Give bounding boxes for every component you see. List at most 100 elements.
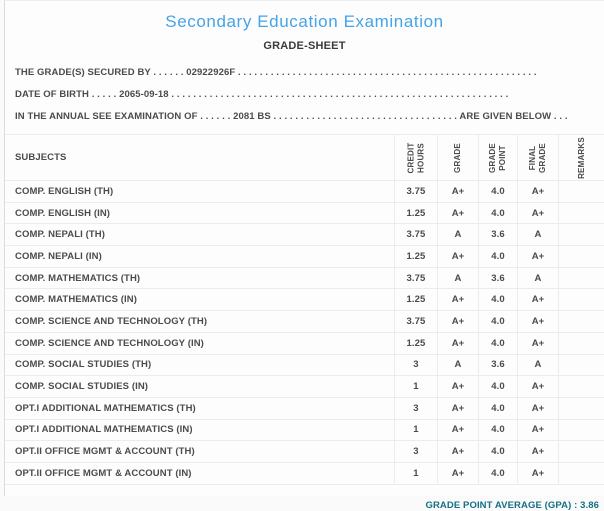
remarks-cell xyxy=(558,267,604,289)
table-row: COMP. ENGLISH (IN) 1.25 A+ 4.0 A+ xyxy=(5,202,604,225)
remarks-cell xyxy=(558,224,604,246)
remarks-cell xyxy=(558,332,604,354)
table-row: COMP. SCIENCE AND TECHNOLOGY (IN) 1.25 A+ 4… xyxy=(5,332,604,355)
table-row: COMP. NEPALI (TH) 3.75 A 3.6 A xyxy=(5,224,604,247)
subject-cell: OPT.II OFFICE MGMT & ACCOUNT (TH) xyxy=(15,446,195,458)
grade-cell: A xyxy=(437,267,478,289)
candidate-info-section: THE GRADE(S) SECURED BY . . . . . . 0292… xyxy=(15,62,594,128)
table-row: COMP. ENGLISH (TH) 3.75 A+ 4.0 A+ xyxy=(5,181,604,203)
credit-hours-cell: 3.75 xyxy=(394,267,437,289)
table-row: COMP. SOCIAL STUDIES (TH) 3 A 3.6 A xyxy=(5,354,604,377)
credit-hours-cell: 3 xyxy=(394,397,437,419)
table-row: OPT.I ADDITIONAL MATHEMATICS (IN) 1 A+ 4.0 A… xyxy=(5,419,604,442)
grade-cell: A+ xyxy=(437,332,478,354)
grade-point-cell: 4.0 xyxy=(478,246,517,267)
remarks-cell xyxy=(558,289,604,311)
subject-cell: OPT.II OFFICE MGMT & ACCOUNT (IN) xyxy=(15,467,192,479)
grade-sheet-page: Secondary Education Examination GRADE-SH… xyxy=(4,0,604,511)
gpa-value: 3.86 xyxy=(580,499,599,511)
grade-point-cell: 4.0 xyxy=(478,289,517,311)
info-line-grades-secured-by: THE GRADE(S) SECURED BY . . . . . . 0292… xyxy=(15,67,537,78)
grade-point-cell: 3.6 xyxy=(478,354,517,376)
column-header-final-grade: FINAL GRADE xyxy=(517,135,558,180)
grade-cell: A xyxy=(437,224,478,246)
grade-point-cell: 4.0 xyxy=(478,202,517,224)
table-row: COMP. MATHEMATICS (TH) 3.75 A 3.6 A xyxy=(5,267,604,290)
table-body: COMP. ENGLISH (TH) 3.75 A+ 4.0 A+ COMP. ENGLI… xyxy=(5,181,604,485)
table-row: COMP. SOCIAL STUDIES (IN) 1 A+ 4.0 A+ xyxy=(5,376,604,398)
gpa-summary: GRADE POINT AVERAGE (GPA) : 3.86 xyxy=(5,500,604,511)
final-grade-cell: A+ xyxy=(517,289,558,311)
subject-cell: COMP. ENGLISH (TH) xyxy=(15,185,114,197)
credit-hours-cell: 1.25 xyxy=(394,332,437,354)
grade-cell: A+ xyxy=(437,202,478,224)
column-header-grade-point: GRADE POINT xyxy=(478,135,517,180)
grade-point-cell: 4.0 xyxy=(478,332,517,354)
remarks-header-label: REMARKS xyxy=(576,136,586,179)
subject-cell: COMP. NEPALI (TH) xyxy=(15,229,106,241)
final-grade-cell: A+ xyxy=(517,311,558,332)
remarks-cell xyxy=(558,202,604,224)
final-grade-cell: A+ xyxy=(517,419,558,441)
column-header-credit-hours: CREDIT HOURS xyxy=(394,135,437,180)
credit-hours-cell: 3 xyxy=(394,354,437,376)
credit-hours-cell: 1.25 xyxy=(394,202,437,224)
final-grade-cell: A xyxy=(517,354,558,376)
final-grade-cell: A+ xyxy=(517,441,558,462)
table-header-row: SUBJECTS CREDIT HOURS GRADE GRADE POINT … xyxy=(5,135,604,181)
remarks-cell xyxy=(558,181,604,202)
grade-cell: A+ xyxy=(437,376,478,397)
credit-hours-cell: 1 xyxy=(394,376,437,397)
grade-cell: A+ xyxy=(437,181,478,202)
remarks-cell xyxy=(558,441,604,462)
grade-point-cell: 4.0 xyxy=(478,311,517,332)
table-row: COMP. SCIENCE AND TECHNOLOGY (TH) 3.75 A+ 4… xyxy=(5,311,604,333)
credit-hours-cell: 1 xyxy=(394,462,437,484)
page-title: Secondary Education Examination xyxy=(165,12,444,31)
credit-hours-cell: 1 xyxy=(394,419,437,441)
remarks-cell xyxy=(558,354,604,376)
final-grade-cell: A+ xyxy=(517,462,558,484)
final-grade-cell: A+ xyxy=(517,332,558,354)
table-row: OPT.II OFFICE MGMT & ACCOUNT (TH) 3 A+ 4.0 A… xyxy=(5,441,604,463)
credit-hours-cell: 3 xyxy=(394,441,437,462)
grade-cell: A+ xyxy=(437,246,478,267)
gpa-label: GRADE POINT AVERAGE (GPA) : xyxy=(425,499,578,511)
final-grade-cell: A+ xyxy=(517,376,558,397)
final-grade-cell: A xyxy=(517,224,558,246)
grade-point-cell: 4.0 xyxy=(478,376,517,397)
subject-cell: COMP. SOCIAL STUDIES (IN) xyxy=(15,381,149,393)
table-row: COMP. NEPALI (IN) 1.25 A+ 4.0 A+ xyxy=(5,246,604,268)
column-header-subjects: SUBJECTS xyxy=(5,135,394,180)
subject-cell: COMP. SOCIAL STUDIES (TH) xyxy=(15,359,152,371)
remarks-cell xyxy=(558,462,604,484)
grades-table: SUBJECTS CREDIT HOURS GRADE GRADE POINT … xyxy=(5,134,604,485)
grade-cell: A+ xyxy=(437,397,478,419)
grade-point-cell: 4.0 xyxy=(478,462,517,484)
info-line-date-of-birth: DATE OF BIRTH . . . . . 2065-09-18 . . .… xyxy=(15,89,509,100)
subject-cell: OPT.I ADDITIONAL MATHEMATICS (TH) xyxy=(15,402,196,414)
grade-cell: A+ xyxy=(437,462,478,484)
grade-cell: A+ xyxy=(437,289,478,311)
grade-cell: A+ xyxy=(437,441,478,462)
credit-hours-cell: 3.75 xyxy=(394,224,437,246)
grade-header-label: GRADE xyxy=(452,142,462,173)
subject-cell: COMP. NEPALI (IN) xyxy=(15,250,102,262)
remarks-cell xyxy=(558,376,604,397)
column-header-grade: GRADE xyxy=(437,135,478,180)
remarks-cell xyxy=(558,397,604,419)
subject-cell: COMP. MATHEMATICS (TH) xyxy=(15,272,141,284)
grade-point-cell: 4.0 xyxy=(478,181,517,202)
final-grade-cell: A+ xyxy=(517,397,558,419)
subjects-header-label: SUBJECTS xyxy=(15,152,67,163)
grade-cell: A xyxy=(437,354,478,376)
credit-hours-cell: 1.25 xyxy=(394,289,437,311)
final-grade-cell: A xyxy=(517,267,558,289)
final-grade-cell: A+ xyxy=(517,246,558,267)
table-row: COMP. MATHEMATICS (IN) 1.25 A+ 4.0 A+ xyxy=(5,289,604,312)
subject-cell: COMP. SCIENCE AND TECHNOLOGY (TH) xyxy=(15,315,208,327)
grade-point-header-label: GRADE POINT xyxy=(487,142,507,173)
subject-cell: COMP. SCIENCE AND TECHNOLOGY (IN) xyxy=(15,337,204,349)
grade-point-cell: 4.0 xyxy=(478,397,517,419)
final-grade-cell: A+ xyxy=(517,181,558,202)
